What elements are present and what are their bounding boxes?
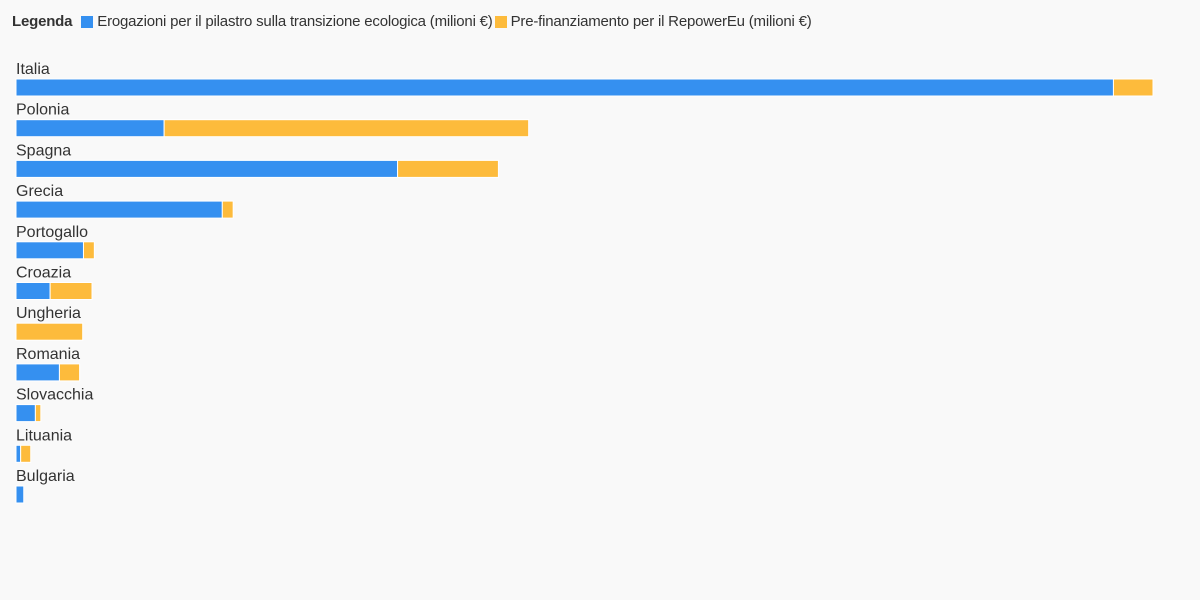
- legend-item-prefinanziamento[interactable]: Pre-finanziamento per il RepowerEu (mili…: [494, 13, 812, 30]
- category-label-ungheria: Ungheria: [16, 305, 81, 322]
- bar-italia-series-1[interactable]: [15, 78, 1114, 97]
- bar-romania-series-1[interactable]: [15, 363, 60, 382]
- bar-bulgaria-series-1[interactable]: [15, 485, 25, 504]
- bar-portogallo-series-2[interactable]: [82, 241, 95, 260]
- category-label-bulgaria: Bulgaria: [16, 468, 75, 485]
- bar-romania-series-2[interactable]: [58, 363, 81, 382]
- chart-legend: Legenda Erogazioni per il pilastro sulla…: [12, 13, 814, 30]
- bar-spagna-series-1[interactable]: [15, 159, 399, 178]
- category-label-grecia: Grecia: [16, 183, 63, 200]
- legend-item-erogazioni[interactable]: Erogazioni per il pilastro sulla transiz…: [81, 13, 493, 30]
- legend-title: Legenda: [12, 13, 73, 30]
- bar-croazia-series-2[interactable]: [49, 282, 93, 300]
- bar-lituania-series-2[interactable]: [20, 444, 32, 463]
- bar-spagna-series-2[interactable]: [397, 159, 499, 178]
- bar-grecia-series-1[interactable]: [15, 200, 223, 219]
- bar-portogallo-series-1[interactable]: [15, 241, 84, 260]
- bar-slovacchia-series-1[interactable]: [15, 404, 36, 423]
- bar-italia-series-2[interactable]: [1112, 78, 1154, 97]
- bar-grecia-series-2[interactable]: [221, 200, 234, 219]
- category-label-lituania: Lituania: [16, 427, 72, 444]
- legend-label-erogazioni: Erogazioni per il pilastro sulla transiz…: [97, 13, 493, 30]
- legend-label-prefinanziamento: Pre-finanziamento per il RepowerEu (mili…: [510, 13, 812, 30]
- bar-polonia-series-1[interactable]: [15, 119, 165, 138]
- bar-croazia-series-1[interactable]: [15, 282, 51, 300]
- category-label-portogallo: Portogallo: [16, 224, 88, 241]
- legend-swatch-prefinanziamento: [494, 15, 507, 28]
- category-label-italia: Italia: [16, 61, 50, 78]
- category-label-slovacchia: Slovacchia: [16, 387, 93, 404]
- bar-ungheria-series-2[interactable]: [15, 322, 84, 341]
- legend-swatch-erogazioni: [81, 15, 94, 28]
- category-label-polonia: Polonia: [16, 102, 69, 119]
- category-label-spagna: Spagna: [16, 142, 71, 159]
- category-label-croazia: Croazia: [16, 265, 71, 282]
- bar-lituania-series-1[interactable]: [15, 444, 22, 463]
- bar-slovacchia-series-2[interactable]: [34, 404, 42, 423]
- category-label-romania: Romania: [16, 346, 80, 363]
- bar-polonia-series-2[interactable]: [163, 119, 530, 138]
